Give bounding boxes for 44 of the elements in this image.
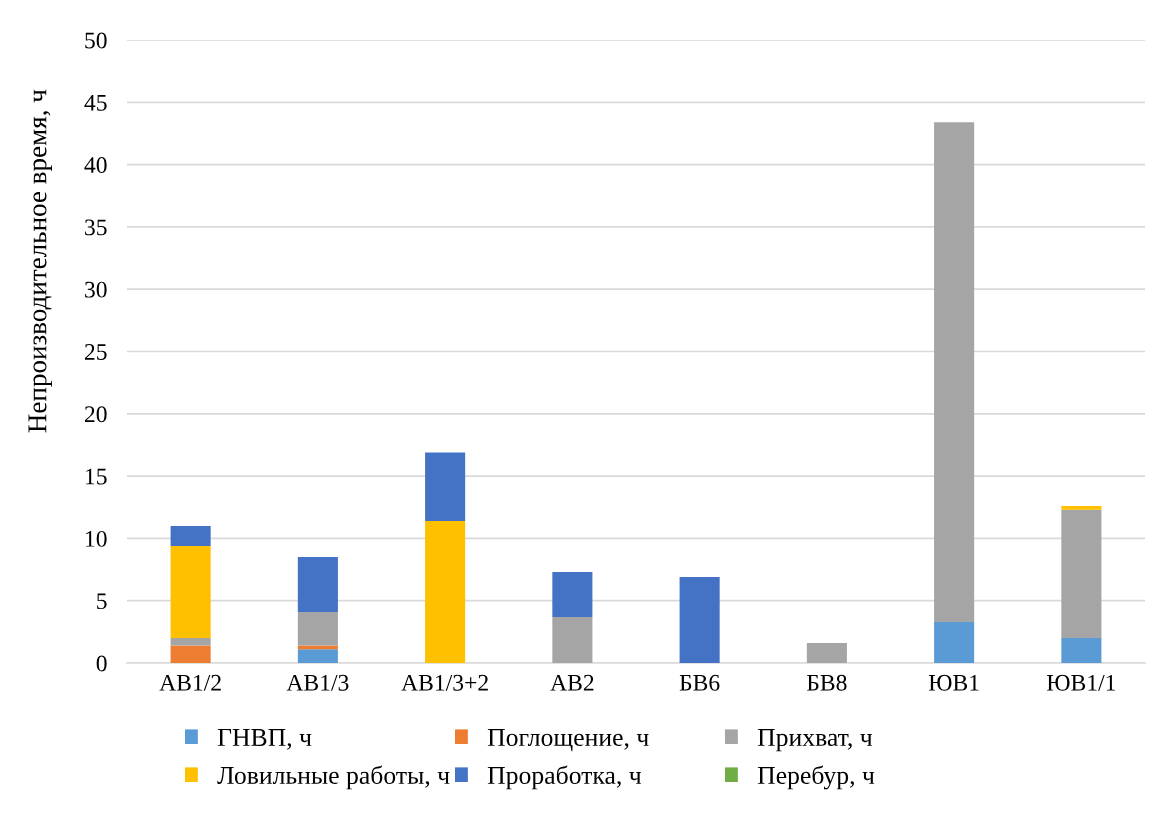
bar: [170, 638, 211, 646]
bar: [297, 611, 338, 646]
bar: [425, 520, 466, 663]
bar: [552, 572, 593, 617]
bar: [679, 577, 720, 663]
x-tick-label: ЮВ1/1: [1046, 674, 1116, 691]
y-tick-label: 0: [96, 655, 107, 672]
bar: [806, 643, 847, 663]
bar: [425, 452, 466, 521]
y-tick-label: 10: [86, 530, 107, 547]
legend-label: Проработка, ч: [487, 765, 642, 790]
y-tick-label: 45: [84, 94, 107, 111]
legend-label: Поглощение, ч: [487, 729, 649, 752]
bar: [170, 645, 211, 663]
bar: [170, 545, 211, 639]
y-tick-label: 30: [85, 281, 107, 298]
legend-label: Перебур, ч: [757, 765, 875, 790]
x-tick-label: АВ1/2: [159, 674, 221, 691]
x-tick-label: АВ2: [550, 674, 594, 691]
bar: [170, 525, 211, 546]
bar: [1061, 638, 1102, 663]
legend-label: Ловильные работы, ч: [217, 765, 450, 790]
y-axis-title: Непроизводительное время, ч: [28, 89, 52, 433]
x-tick-label: АВ1/3: [286, 674, 349, 691]
legend-label: Прихват, ч: [757, 729, 873, 752]
y-tick-label: 25: [84, 344, 107, 360]
y-tick-label: 50: [85, 32, 107, 49]
bar: [934, 122, 975, 622]
y-tick-label: 15: [86, 468, 107, 485]
x-tick-label: ЮВ1: [928, 674, 979, 691]
x-tick-label: БВ6: [679, 674, 720, 691]
x-tick-label: АВ1/3+2: [401, 674, 488, 691]
y-tick-label: 5: [97, 593, 107, 610]
bar: [934, 621, 975, 663]
y-tick-label: 40: [84, 157, 107, 174]
y-tick-label: 20: [84, 406, 107, 423]
bar: [297, 557, 338, 612]
legend-label: ГНВП, ч: [217, 729, 312, 750]
bar: [552, 616, 593, 663]
x-tick-label: БВ8: [807, 674, 847, 691]
bar: [1061, 506, 1102, 510]
bar: [1061, 509, 1102, 639]
y-tick-label: 35: [85, 219, 107, 236]
bar: [297, 649, 338, 663]
